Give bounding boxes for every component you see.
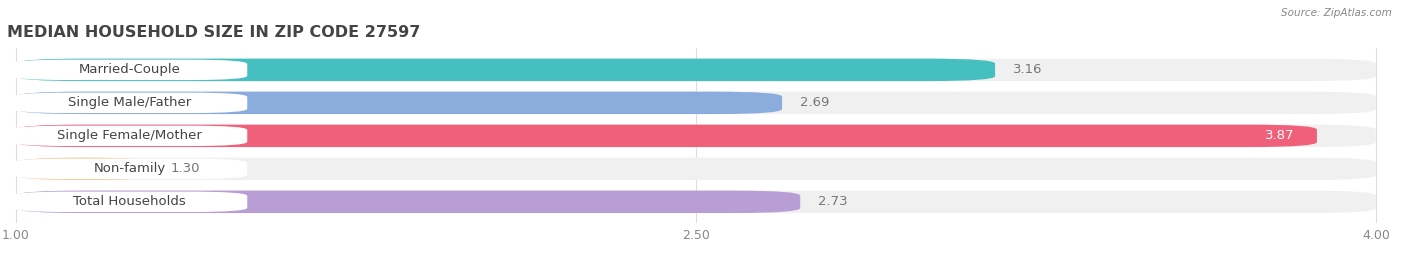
Text: Single Female/Mother: Single Female/Mother <box>58 129 202 142</box>
FancyBboxPatch shape <box>15 92 782 114</box>
FancyBboxPatch shape <box>11 93 247 113</box>
FancyBboxPatch shape <box>15 125 1317 147</box>
FancyBboxPatch shape <box>11 192 247 212</box>
Text: 1.30: 1.30 <box>170 162 200 175</box>
FancyBboxPatch shape <box>15 59 995 81</box>
FancyBboxPatch shape <box>11 60 247 80</box>
FancyBboxPatch shape <box>15 158 152 180</box>
Text: Married-Couple: Married-Couple <box>79 63 180 76</box>
FancyBboxPatch shape <box>15 92 1376 114</box>
FancyBboxPatch shape <box>15 191 1376 213</box>
Text: 3.16: 3.16 <box>1014 63 1043 76</box>
FancyBboxPatch shape <box>15 125 1376 147</box>
Text: Single Male/Father: Single Male/Father <box>67 96 191 109</box>
Text: MEDIAN HOUSEHOLD SIZE IN ZIP CODE 27597: MEDIAN HOUSEHOLD SIZE IN ZIP CODE 27597 <box>7 25 420 40</box>
Text: 2.73: 2.73 <box>818 195 848 208</box>
FancyBboxPatch shape <box>15 191 800 213</box>
FancyBboxPatch shape <box>15 59 1376 81</box>
Text: Source: ZipAtlas.com: Source: ZipAtlas.com <box>1281 8 1392 18</box>
FancyBboxPatch shape <box>11 159 247 179</box>
FancyBboxPatch shape <box>15 158 1376 180</box>
Text: Total Households: Total Households <box>73 195 186 208</box>
Text: 3.87: 3.87 <box>1265 129 1295 142</box>
Text: Non-family: Non-family <box>93 162 166 175</box>
Text: 2.69: 2.69 <box>800 96 830 109</box>
FancyBboxPatch shape <box>11 126 247 146</box>
